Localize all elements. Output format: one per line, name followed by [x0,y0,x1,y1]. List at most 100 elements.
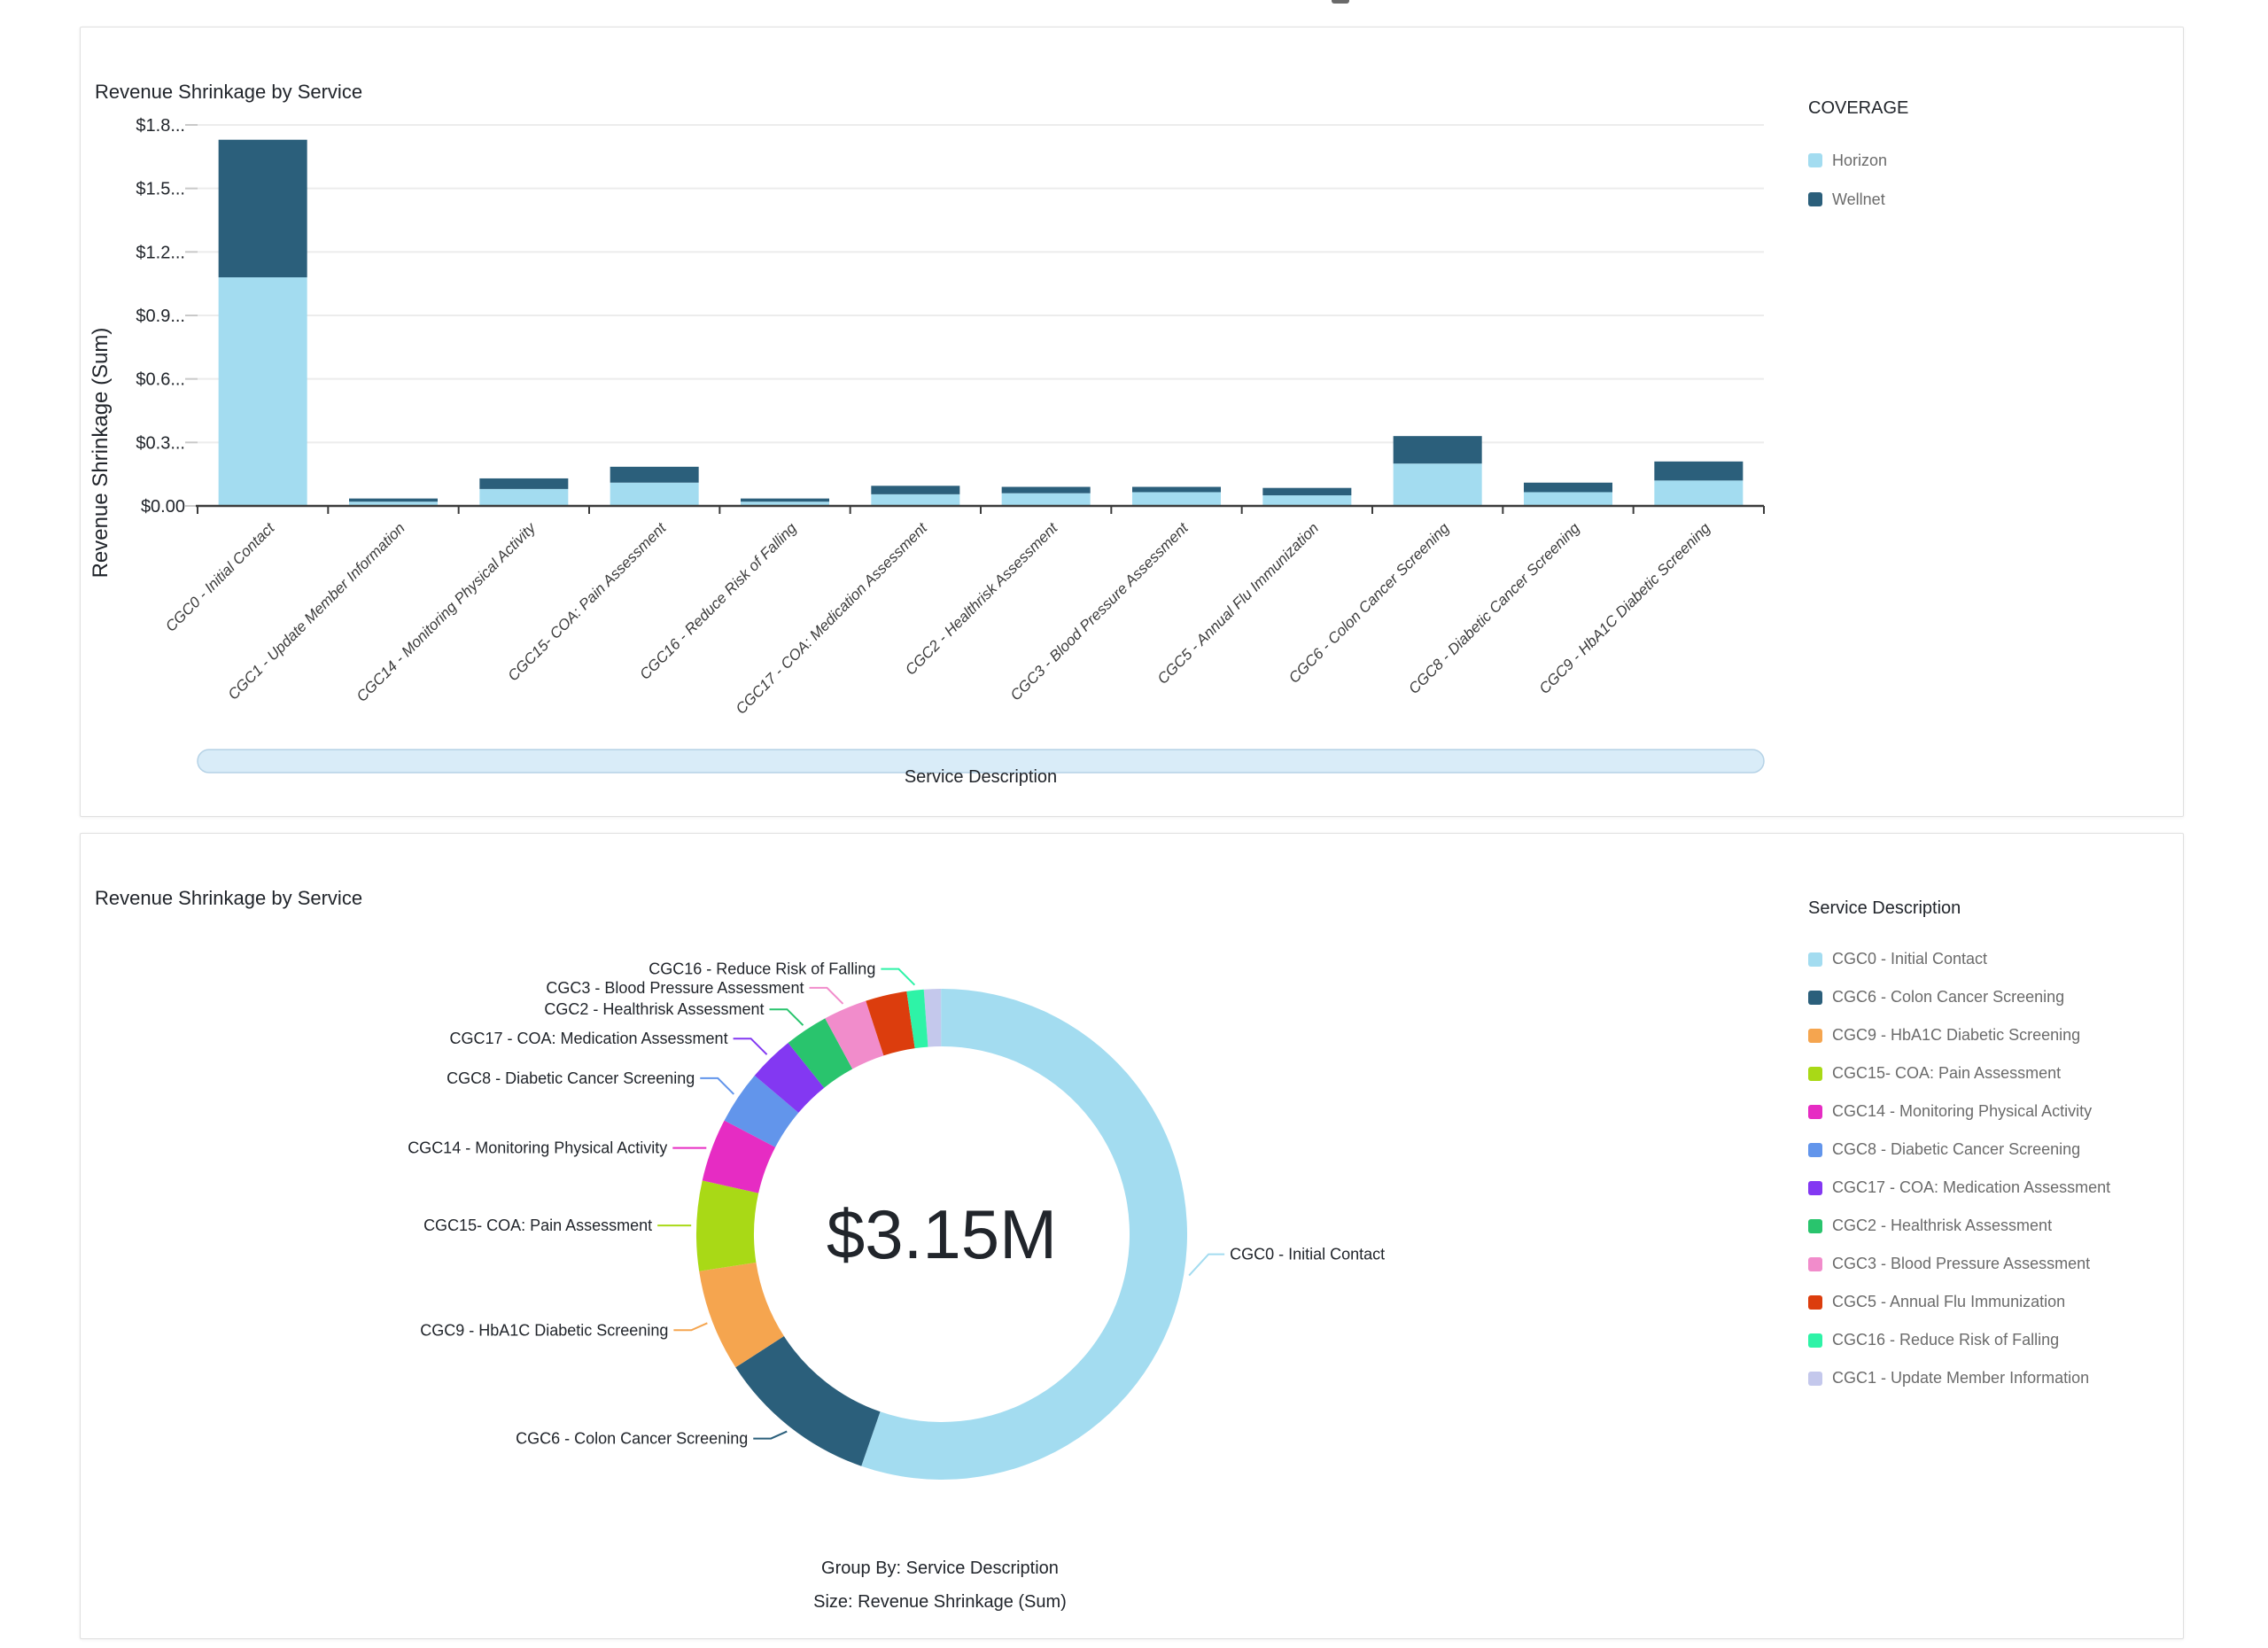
bar-segment-wellnet[interactable] [1001,486,1091,494]
bar-segment-horizon[interactable] [871,494,960,506]
bar-segment-horizon[interactable] [1393,463,1482,506]
bar-segment-horizon[interactable] [1262,495,1352,506]
legend-label: CGC14 - Monitoring Physical Activity [1832,1102,2093,1120]
callout-leader-line [700,1077,734,1095]
callout-leader-line [673,1322,708,1332]
y-tick-label: $0.9... [136,307,185,326]
donut-callout-label: CGC0 - Initial Contact [1230,1246,1385,1263]
legend-swatch [1808,990,1822,1005]
legend-item[interactable]: Wellnet [1808,180,2180,219]
bar-segment-wellnet[interactable] [741,498,829,502]
service-description-legend: Service Description CGC0 - Initial Conta… [1808,898,2180,1397]
legend-label: CGC1 - Update Member Information [1832,1369,2090,1387]
legend-item[interactable]: CGC2 - Healthrisk Assessment [1808,1207,2180,1245]
callout-leader-line [769,1008,804,1026]
donut-footer: Group By: Service Description Size: Reve… [81,1551,1799,1619]
bar-segment-horizon[interactable] [610,482,699,506]
bar-segment-horizon[interactable] [1524,492,1612,506]
service-legend-title: Service Description [1808,898,1961,918]
donut-callout-label: CGC17 - COA: Medication Assessment [449,1030,727,1047]
legend-swatch [1808,1294,1822,1310]
legend-swatch [1808,153,1822,167]
donut-slice[interactable] [866,991,915,1056]
legend-item[interactable]: Horizon [1808,141,2180,180]
legend-swatch [1808,1256,1822,1271]
donut-slice[interactable] [699,1262,784,1368]
donut-slice[interactable] [702,1120,776,1193]
donut-slice[interactable] [754,1043,825,1113]
bar-segment-wellnet[interactable] [1393,436,1482,464]
donut-chart[interactable]: CGC0 - Initial Contact CGC6 - Colon Cance… [81,834,2183,1638]
bar-segment-horizon[interactable] [218,277,307,506]
bar-chart[interactable]: $0.00 $0.3... $0.6... $0.9... $1.2... $1.5...… [81,27,2183,816]
legend-item[interactable]: CGC3 - Blood Pressure Assessment [1808,1245,2180,1283]
bar-segment-horizon[interactable] [1132,492,1221,506]
donut-callout-label: CGC8 - Diabetic Cancer Screening [447,1069,695,1087]
y-tick-label: $1.2... [136,243,185,262]
donut-callout-label: CGC15- COA: Pain Assessment [423,1217,652,1234]
bar-segment-horizon[interactable] [1654,480,1744,506]
bar-segment-wellnet[interactable] [218,139,307,277]
bar-segment-wellnet[interactable] [1132,486,1221,493]
legend-item[interactable]: CGC8 - Diabetic Cancer Screening [1808,1131,2180,1169]
legend-item[interactable]: CGC15- COA: Pain Assessment [1808,1054,2180,1092]
callout-leader-line [753,1430,788,1440]
coverage-legend-title: COVERAGE [1808,98,1909,118]
donut-callout-label: CGC16 - Reduce Risk of Falling [649,960,875,978]
donut-chart-panel: CGC0 - Initial Contact CGC6 - Colon Cance… [80,833,2184,1639]
bar-segment-horizon[interactable] [1001,493,1091,506]
legend-item[interactable]: CGC16 - Reduce Risk of Falling [1808,1321,2180,1359]
bar-segment-horizon[interactable] [741,501,829,506]
donut-slice[interactable] [788,1018,853,1088]
legend-label: CGC16 - Reduce Risk of Falling [1832,1331,2060,1349]
bar-chart-title: Revenue Shrinkage by Service [95,81,363,104]
legend-swatch [1808,1104,1822,1119]
bar-segment-wellnet[interactable] [1524,482,1612,493]
bar-segment-horizon[interactable] [479,488,569,506]
legend-item[interactable]: CGC9 - HbA1C Diabetic Screening [1808,1016,2180,1054]
coverage-legend-items: Horizon Wellnet [1808,141,2180,219]
legend-item[interactable]: CGC14 - Monitoring Physical Activity [1808,1092,2180,1131]
y-axis-title: Revenue Shrinkage (Sum) [89,328,113,579]
callout-leader-line [733,1038,768,1055]
legend-item[interactable]: CGC17 - COA: Medication Assessment [1808,1169,2180,1207]
legend-item[interactable]: CGC6 - Colon Cancer Screening [1808,978,2180,1016]
legend-label: CGC2 - Healthrisk Assessment [1832,1217,2053,1234]
donut-footer-size: Size: Revenue Shrinkage (Sum) [813,1592,1067,1612]
bar-segment-wellnet[interactable] [349,498,438,502]
bar-segment-wellnet[interactable] [1654,461,1744,481]
x-axis-category-label: CGC2 - Healthrisk Assessment [902,518,1061,678]
legend-label: CGC17 - COA: Medication Assessment [1832,1178,2111,1196]
legend-item[interactable]: CGC0 - Initial Contact [1808,940,2180,978]
service-legend-items: CGC0 - Initial Contact CGC6 - Colon Cance… [1808,940,2180,1397]
donut-slice[interactable] [724,1075,799,1147]
donut-slice[interactable] [861,989,1187,1480]
donut-slice[interactable] [923,989,942,1047]
x-axis-category-label: CGC15- COA: Pain Assessment [504,518,670,684]
legend-item[interactable]: CGC5 - Annual Flu Immunization [1808,1283,2180,1321]
legend-swatch [1808,1180,1822,1195]
donut-slice[interactable] [906,989,928,1049]
bar-segment-wellnet[interactable] [871,486,960,494]
x-axis-category-label: CGC6 - Colon Cancer Screening [1285,519,1453,687]
donut-slice[interactable] [735,1336,881,1466]
bar-segment-wellnet[interactable] [479,478,569,489]
donut-callout-label: CGC3 - Blood Pressure Assessment [546,979,804,997]
bar-segment-wellnet[interactable] [1262,487,1352,496]
legend-label: CGC9 - HbA1C Diabetic Screening [1832,1026,2081,1044]
legend-label: CGC5 - Annual Flu Immunization [1832,1293,2066,1310]
y-tick-label: $0.6... [136,370,185,390]
callout-leader-line [1188,1253,1225,1277]
legend-swatch [1808,1142,1822,1157]
legend-item[interactable]: CGC1 - Update Member Information [1808,1359,2180,1397]
legend-swatch [1808,1371,1822,1386]
y-tick-label: $1.5... [136,180,185,199]
donut-slice[interactable] [695,1180,759,1271]
donut-footer-group-by: Group By: Service Description [821,1559,1059,1578]
donut-callout-label: CGC2 - Healthrisk Assessment [544,1000,764,1018]
bar-segment-wellnet[interactable] [610,466,699,483]
horizontal-scrollbar[interactable] [197,749,1765,773]
donut-slice[interactable] [825,1000,884,1069]
legend-label: CGC8 - Diabetic Cancer Screening [1832,1140,2081,1158]
bar-segment-horizon[interactable] [349,501,438,506]
